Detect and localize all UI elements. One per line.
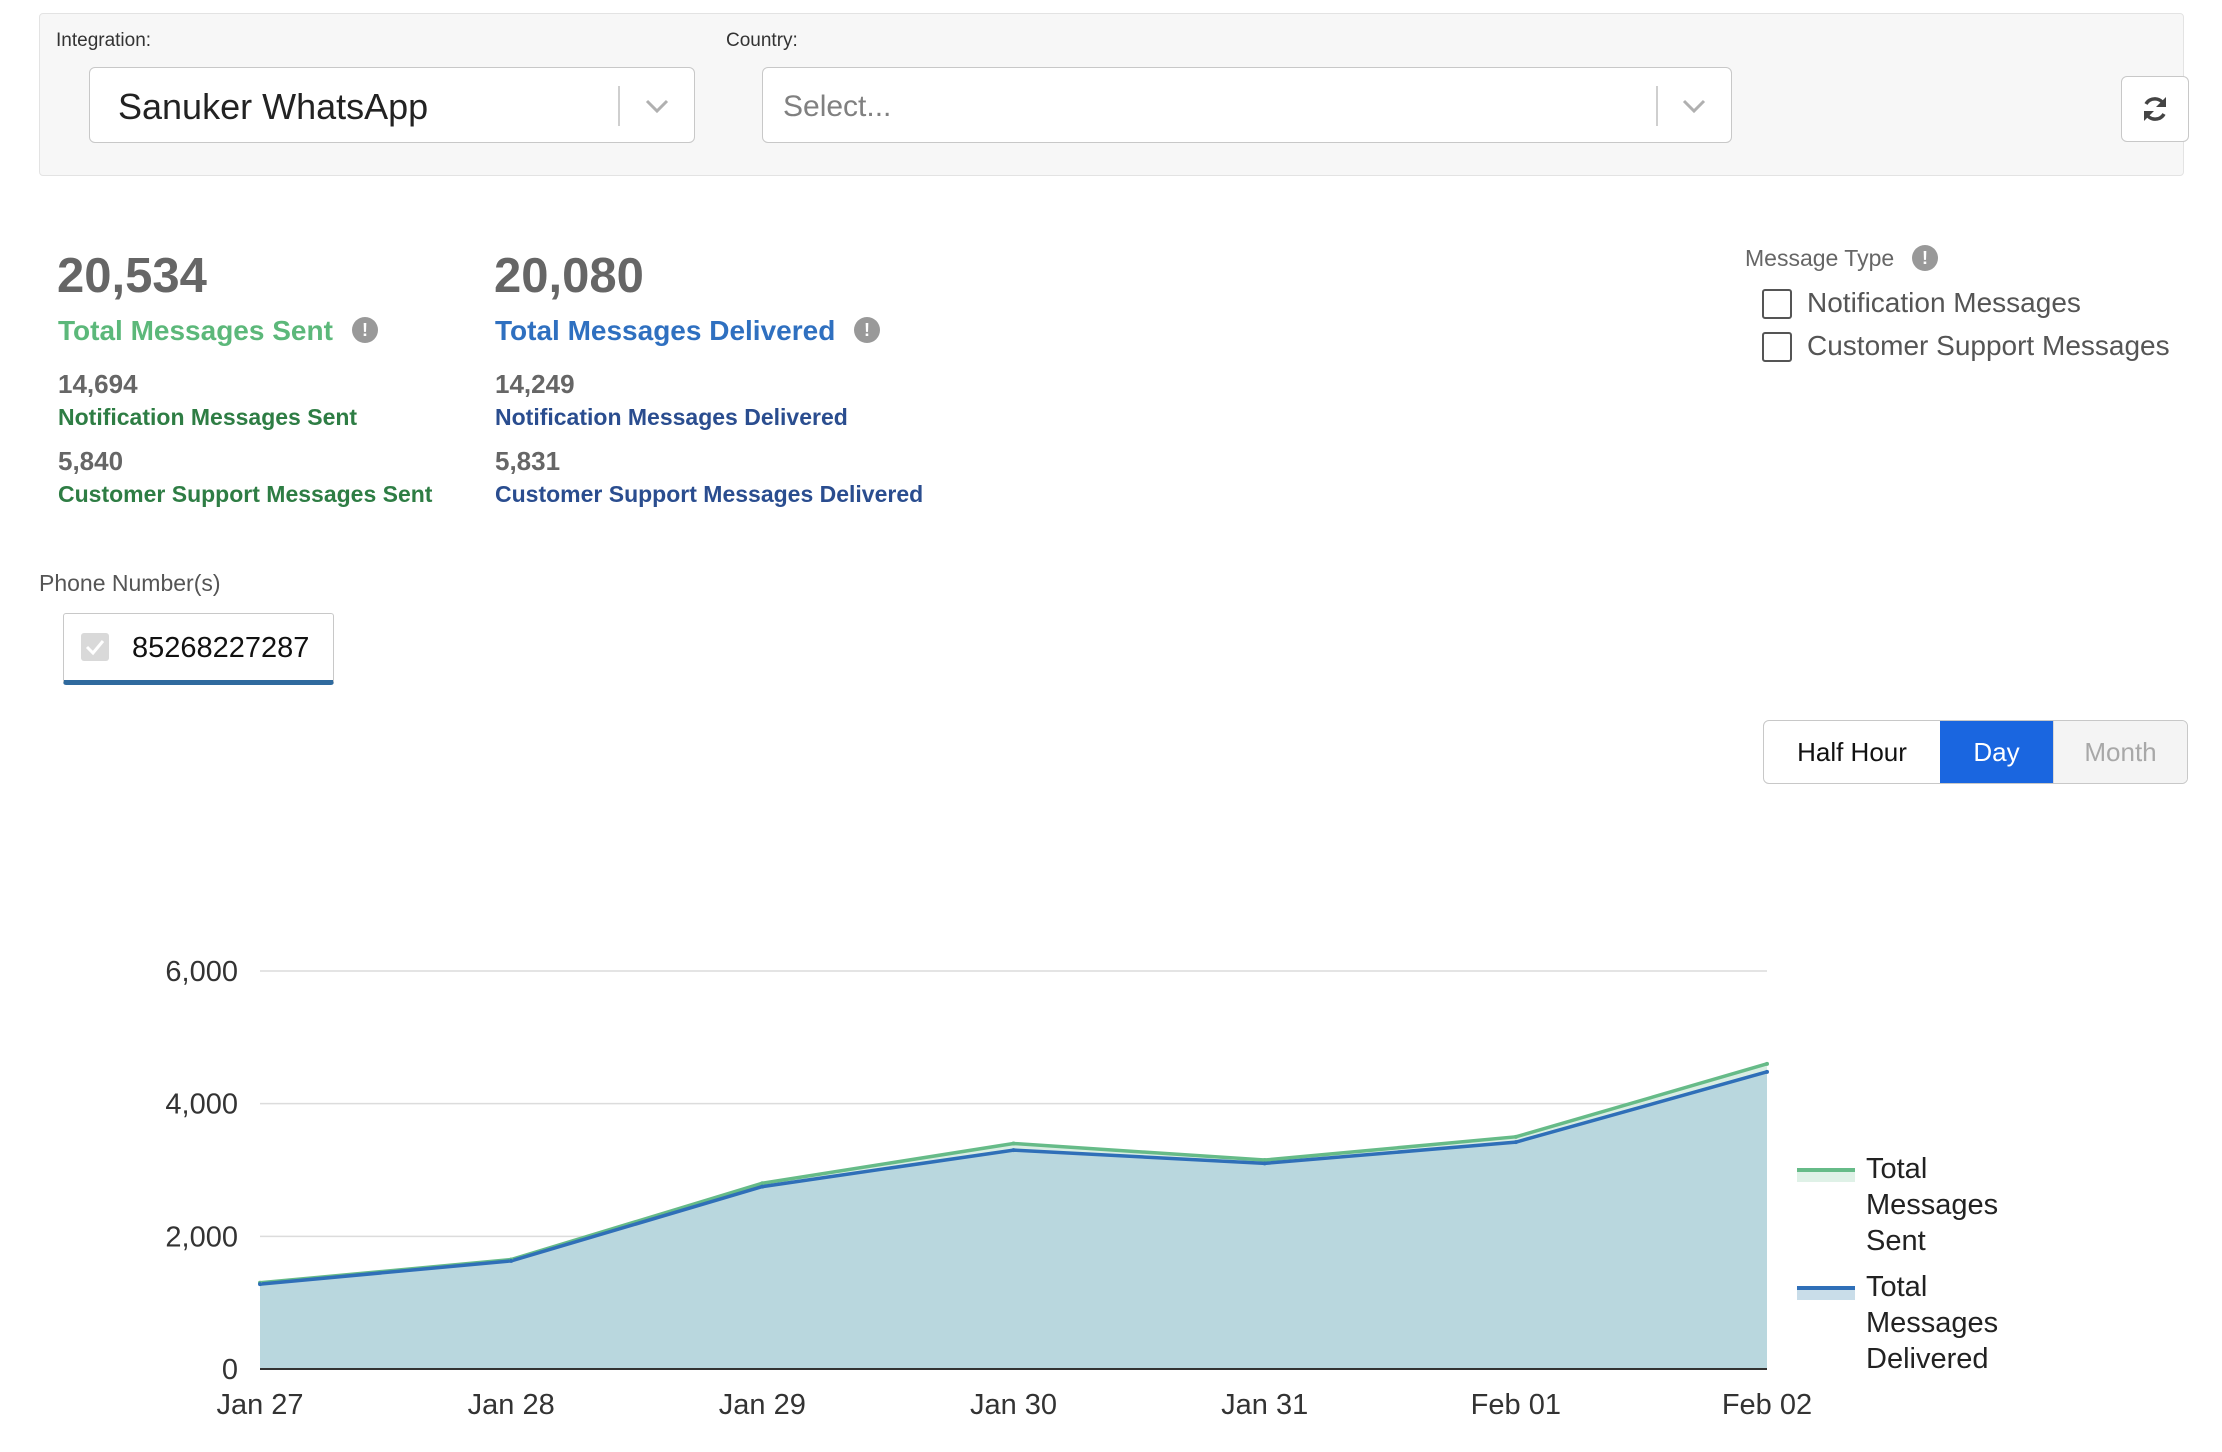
data-point-delivered bbox=[760, 1184, 765, 1189]
legend-label: Sent bbox=[1866, 1225, 1926, 1257]
checkmark-icon bbox=[85, 640, 105, 656]
notification-delivered-value: 14,249 bbox=[495, 369, 575, 399]
total-sent-title: Total Messages Sent bbox=[58, 315, 333, 346]
data-point-sent bbox=[1262, 1158, 1267, 1163]
data-point-delivered bbox=[258, 1282, 262, 1287]
data-point-sent bbox=[760, 1181, 765, 1186]
phone-checkbox[interactable] bbox=[81, 633, 109, 661]
legend-swatch bbox=[1797, 1170, 1855, 1182]
info-icon[interactable]: ! bbox=[352, 317, 378, 343]
data-point-delivered bbox=[509, 1258, 514, 1263]
total-sent-value: 20,534 bbox=[57, 249, 207, 303]
x-tick-label: Feb 01 bbox=[1471, 1389, 1561, 1421]
series-area-delivered bbox=[260, 1071, 1767, 1369]
legend-label: Messages bbox=[1866, 1307, 1998, 1339]
data-point-sent bbox=[1513, 1134, 1518, 1139]
select-separator bbox=[1656, 86, 1658, 126]
customer-support-messages-option[interactable]: Customer Support Messages bbox=[1807, 330, 2170, 361]
x-tick-label: Jan 27 bbox=[216, 1389, 303, 1421]
legend-item-sent[interactable]: Total Messages Sent bbox=[1797, 1153, 1998, 1257]
x-tick-label: Jan 29 bbox=[719, 1389, 806, 1421]
phone-number-chip[interactable]: 85268227287 bbox=[63, 613, 334, 685]
day-button[interactable]: Day bbox=[1940, 721, 2053, 783]
legend-label: Delivered bbox=[1866, 1343, 1989, 1375]
month-button[interactable]: Month bbox=[2053, 721, 2187, 783]
filter-panel: Integration: Country: Sanuker WhatsApp S… bbox=[39, 13, 2189, 176]
data-point-delivered bbox=[1513, 1140, 1518, 1145]
y-tick-label: 4,000 bbox=[165, 1089, 238, 1121]
support-delivered-value: 5,831 bbox=[495, 446, 561, 476]
support-sent-value: 5,840 bbox=[58, 446, 124, 476]
legend-item-delivered[interactable]: Total Messages Delivered bbox=[1797, 1271, 1998, 1375]
support-delivered-label: Customer Support Messages Delivered bbox=[495, 481, 924, 507]
x-tick-label: Jan 28 bbox=[468, 1389, 555, 1421]
chevron-down-icon[interactable] bbox=[1678, 90, 1710, 122]
integration-select-value: Sanuker WhatsApp bbox=[118, 86, 429, 127]
notification-messages-checkbox[interactable] bbox=[1762, 289, 1792, 319]
phone-numbers-label: Phone Number(s) bbox=[39, 570, 221, 596]
legend-swatch bbox=[1797, 1288, 1855, 1300]
chevron-down-icon[interactable] bbox=[641, 90, 673, 122]
support-sent-label: Customer Support Messages Sent bbox=[58, 481, 433, 507]
integration-label: Integration: bbox=[56, 30, 152, 51]
data-point-sent bbox=[1011, 1141, 1016, 1146]
data-point-sent bbox=[1765, 1061, 1769, 1066]
refresh-button[interactable] bbox=[2121, 76, 2189, 142]
legend-label: Messages bbox=[1866, 1189, 1998, 1221]
notification-messages-option[interactable]: Notification Messages bbox=[1807, 287, 2081, 318]
select-separator bbox=[618, 86, 620, 126]
legend-label: Total bbox=[1866, 1153, 1927, 1185]
data-point-delivered bbox=[1262, 1161, 1267, 1166]
y-tick-label: 2,000 bbox=[165, 1221, 238, 1253]
x-tick-label: Jan 31 bbox=[1221, 1389, 1308, 1421]
message-type-label: Message Type bbox=[1745, 245, 1895, 271]
total-delivered-value: 20,080 bbox=[494, 249, 644, 303]
info-icon[interactable]: ! bbox=[1912, 245, 1938, 271]
y-tick-label: 6,000 bbox=[165, 956, 238, 988]
x-tick-label: Jan 30 bbox=[970, 1389, 1057, 1421]
legend-label: Total bbox=[1866, 1271, 1927, 1303]
phone-number-text: 85268227287 bbox=[132, 632, 310, 664]
country-select[interactable]: Select... bbox=[762, 67, 1732, 143]
refresh-icon bbox=[2144, 97, 2166, 121]
integration-select[interactable]: Sanuker WhatsApp bbox=[89, 67, 695, 143]
customer-support-messages-checkbox[interactable] bbox=[1762, 332, 1792, 362]
notification-delivered-label: Notification Messages Delivered bbox=[495, 404, 848, 430]
y-tick-label: 0 bbox=[222, 1354, 238, 1386]
half-hour-button[interactable]: Half Hour bbox=[1797, 737, 1907, 767]
country-label: Country: bbox=[726, 30, 798, 51]
messages-chart: 0 2,000 4,000 6,000 Jan 27 Jan 28 Jan 29 Jan 30… bbox=[165, 956, 1998, 1421]
granularity-toggle: Half Hour Day Month bbox=[1763, 720, 2188, 784]
notification-sent-value: 14,694 bbox=[58, 369, 138, 399]
notification-sent-label: Notification Messages Sent bbox=[58, 404, 358, 430]
data-point-delivered bbox=[1765, 1069, 1769, 1074]
x-tick-label: Feb 02 bbox=[1722, 1389, 1812, 1421]
data-point-delivered bbox=[1011, 1148, 1016, 1153]
country-select-placeholder: Select... bbox=[783, 90, 892, 123]
total-delivered-title: Total Messages Delivered bbox=[495, 315, 836, 346]
info-icon[interactable]: ! bbox=[854, 317, 880, 343]
